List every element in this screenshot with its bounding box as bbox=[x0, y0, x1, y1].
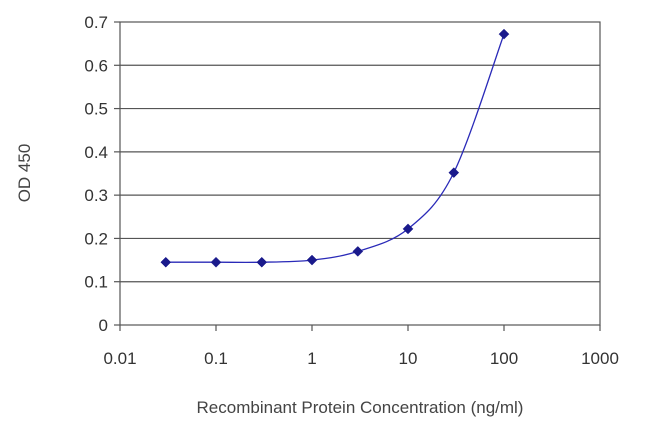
x-axis: 0.01 0.1 1 10 100 1000 bbox=[103, 325, 619, 368]
data-point bbox=[498, 28, 510, 40]
y-tick-label: 0.1 bbox=[84, 273, 108, 292]
data-point bbox=[448, 167, 460, 178]
gridlines bbox=[120, 64, 600, 283]
x-tick-label: 10 bbox=[399, 349, 418, 368]
data-point bbox=[306, 254, 318, 266]
x-tick-label: 0.01 bbox=[103, 349, 136, 368]
y-axis-title: OD 450 bbox=[15, 144, 34, 203]
y-tick-label: 0.4 bbox=[84, 143, 108, 162]
data-point bbox=[160, 256, 172, 268]
x-tick-label: 1 bbox=[307, 349, 316, 368]
data-points bbox=[160, 28, 510, 268]
data-point bbox=[256, 256, 268, 268]
data-point bbox=[352, 246, 364, 257]
fit-curve bbox=[165, 33, 505, 264]
x-axis-title: Recombinant Protein Concentration (ng/ml… bbox=[197, 398, 524, 417]
y-axis: 0 0.1 0.2 0.3 0.4 0.5 0.6 0.7 bbox=[84, 13, 120, 335]
y-tick-label: 0.7 bbox=[84, 13, 108, 32]
data-point bbox=[402, 223, 414, 235]
y-tick-label: 0 bbox=[99, 316, 108, 335]
y-tick-label: 0.3 bbox=[84, 186, 108, 205]
x-tick-label: 100 bbox=[490, 349, 518, 368]
y-tick-label: 0.2 bbox=[84, 229, 108, 248]
x-tick-label: 1000 bbox=[581, 349, 619, 368]
y-tick-label: 0.6 bbox=[84, 56, 108, 75]
y-tick-label: 0.5 bbox=[84, 100, 108, 119]
x-tick-label: 0.1 bbox=[204, 349, 228, 368]
plot-area bbox=[119, 21, 601, 326]
data-point bbox=[210, 256, 222, 268]
